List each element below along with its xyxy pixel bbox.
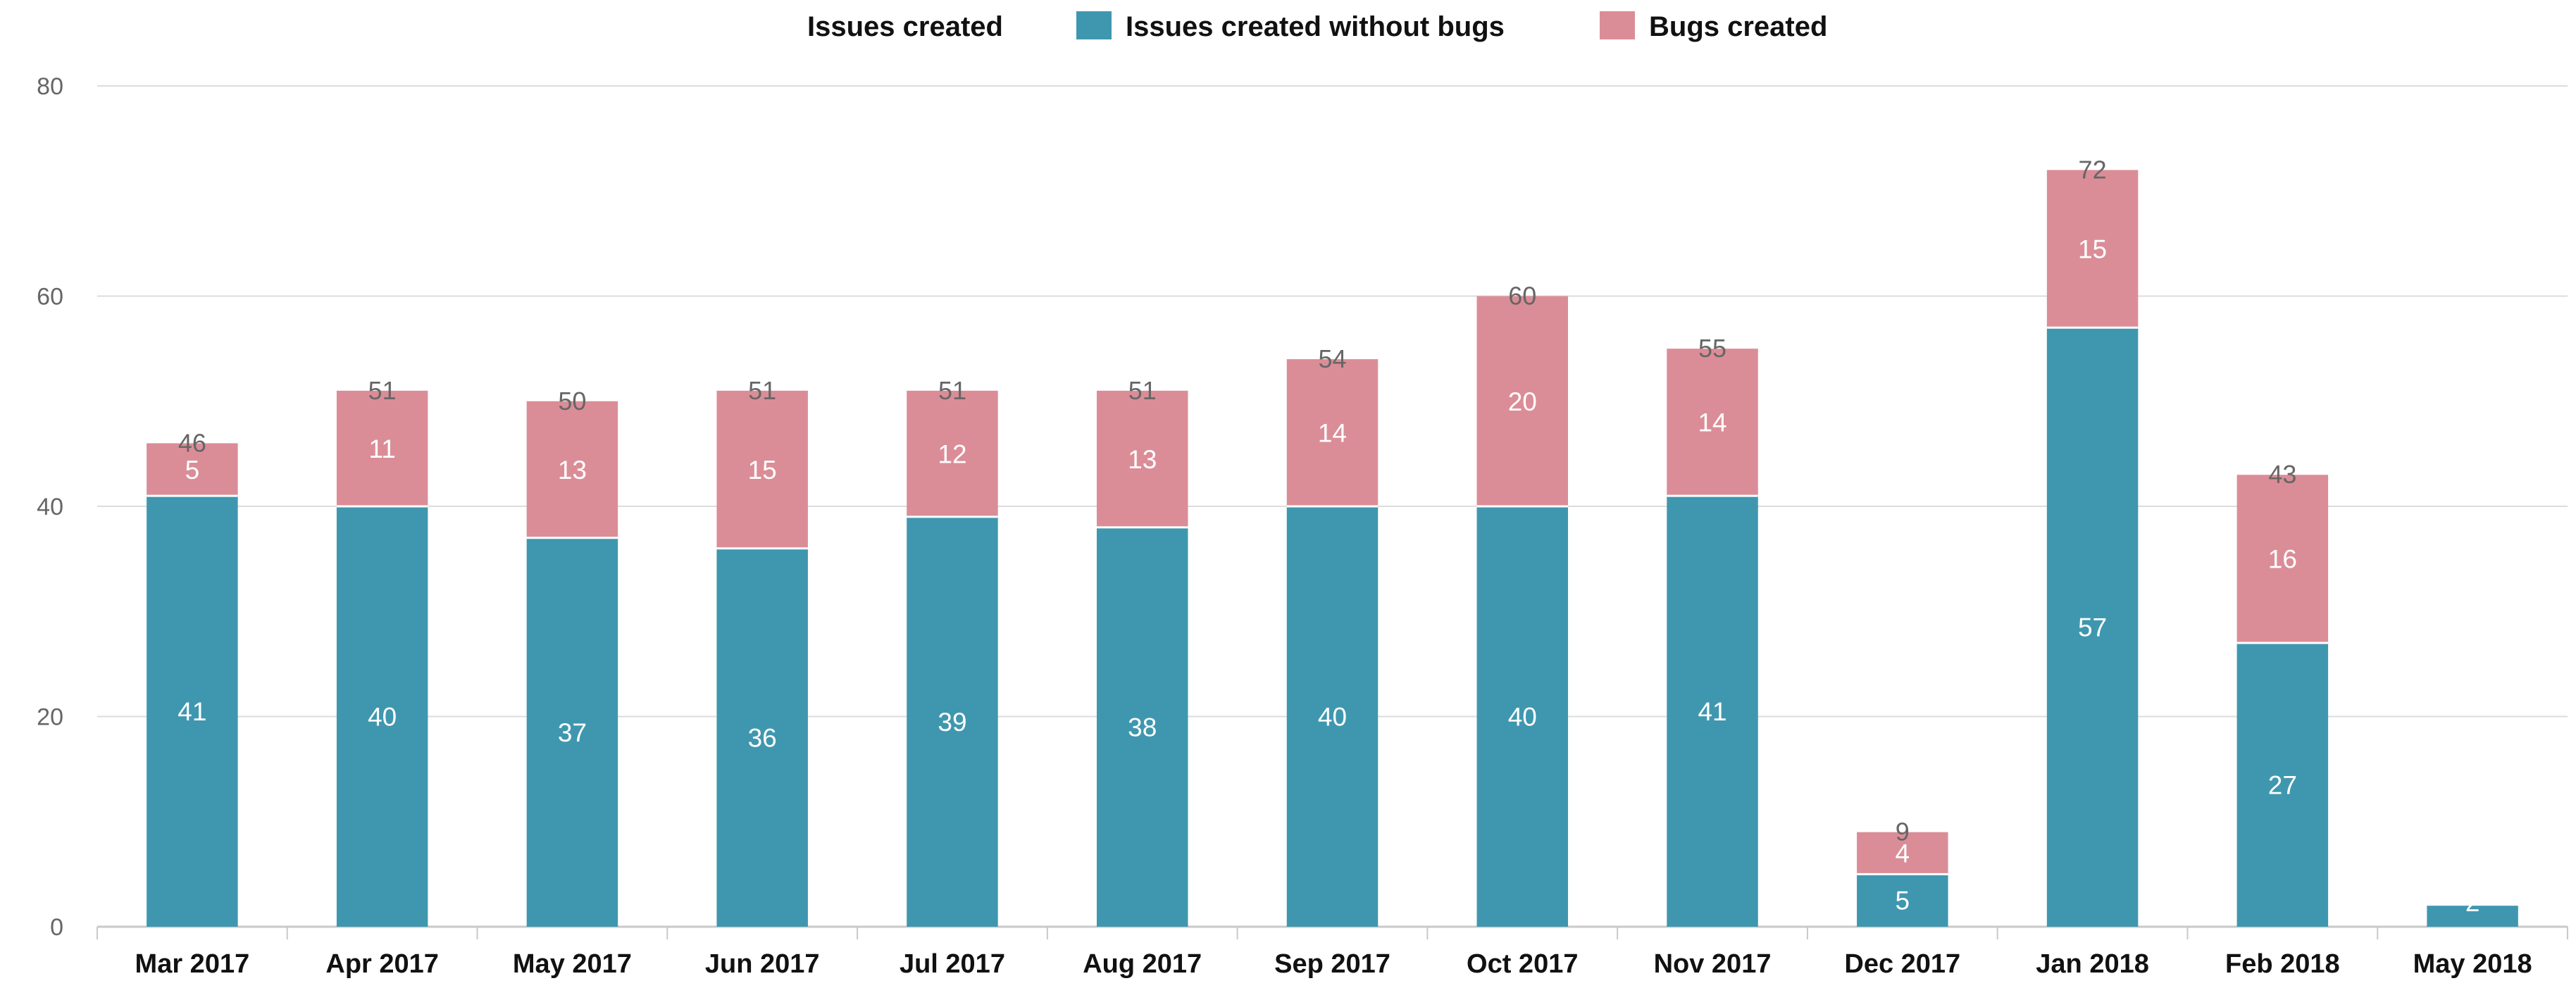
- data-label-issues-without-bugs: 39: [938, 708, 966, 737]
- data-label-bugs: 13: [558, 456, 587, 484]
- bar-issues-without-bugs[interactable]: [2046, 327, 2139, 927]
- data-label-issues-without-bugs: 38: [1128, 713, 1157, 742]
- data-label-issues-without-bugs: 27: [2268, 771, 2297, 800]
- x-tick-label: Jul 2017: [900, 949, 1005, 979]
- x-tick-label: Jun 2017: [705, 949, 820, 979]
- x-tick-label: Feb 2018: [2225, 949, 2340, 979]
- data-label-issues-without-bugs: 41: [1698, 697, 1726, 726]
- data-label-total: 2: [2465, 888, 2480, 917]
- bar-bugs-created[interactable]: [1476, 296, 1569, 507]
- bar-bugs-created[interactable]: [1667, 349, 1758, 496]
- x-tick-label: Sep 2017: [1274, 949, 1390, 979]
- y-tick-label: 80: [37, 73, 63, 100]
- bar-issues-without-bugs[interactable]: [2236, 643, 2329, 927]
- y-axis-ticks: 0 20 40 60 80: [37, 73, 63, 941]
- data-label-bugs: 13: [1128, 445, 1157, 474]
- data-label-issues-without-bugs: 5: [1896, 887, 1910, 915]
- data-label-issues-without-bugs: 36: [748, 723, 777, 752]
- data-label-total: 50: [558, 387, 586, 415]
- legend-swatch: [1076, 11, 1112, 39]
- x-tick-label: May 2018: [2413, 949, 2532, 979]
- legend-label: Issues created: [807, 11, 1003, 42]
- bar-bugs-created[interactable]: [716, 390, 808, 549]
- data-label-total: 60: [1508, 282, 1536, 311]
- legend-item[interactable]: Issues created: [807, 11, 1003, 42]
- bar-issues-without-bugs[interactable]: [336, 506, 428, 927]
- x-tick-label: Mar 2017: [135, 949, 250, 979]
- bar-issues-without-bugs[interactable]: [1857, 874, 1948, 927]
- data-label-issues-without-bugs: 40: [1508, 703, 1537, 732]
- data-label-bugs: 4: [1896, 839, 1910, 868]
- x-tick-label: Dec 2017: [1844, 949, 1960, 979]
- x-tick-label: Nov 2017: [1654, 949, 1772, 979]
- data-label-total: 51: [938, 376, 966, 405]
- data-label-total: 9: [1896, 818, 1910, 846]
- bar-issues-without-bugs[interactable]: [526, 537, 618, 927]
- bar-bugs-created[interactable]: [526, 401, 618, 538]
- legend-item[interactable]: Bugs created: [1600, 11, 1827, 42]
- data-label-total: 51: [748, 376, 776, 405]
- legend-item[interactable]: Issues created without bugs: [1076, 11, 1505, 42]
- data-labels: 5 41 46 11 40 51 13 37 50 15 36 51 12 39 51 13 38 51 14 40 5…: [178, 155, 2479, 917]
- x-tick-label: Oct 2017: [1467, 949, 1578, 979]
- bar-issues-without-bugs[interactable]: [147, 496, 238, 927]
- y-tick-label: 40: [37, 494, 63, 520]
- bar-issues-without-bugs[interactable]: [907, 516, 998, 927]
- bars: [147, 170, 2518, 927]
- data-label-issues-without-bugs: 57: [2078, 613, 2107, 642]
- bar-bugs-created[interactable]: [1096, 390, 1188, 527]
- bar-bugs-created[interactable]: [2046, 170, 2139, 328]
- bar-issues-without-bugs[interactable]: [1096, 527, 1188, 927]
- data-label-issues-without-bugs: 40: [368, 703, 397, 732]
- bar-issues-without-bugs[interactable]: [1286, 506, 1379, 927]
- x-tick-label: Apr 2017: [325, 949, 439, 979]
- y-tick-label: 60: [37, 284, 63, 311]
- data-label-total: 46: [178, 428, 206, 457]
- data-label-bugs: 15: [748, 456, 777, 484]
- legend-label: Issues created without bugs: [1126, 11, 1505, 42]
- data-label-bugs: 20: [1508, 387, 1537, 416]
- y-tick-label: 20: [37, 704, 63, 731]
- bar-bugs-created[interactable]: [147, 443, 238, 496]
- legend-label: Bugs created: [1649, 11, 1827, 42]
- x-tick-label: Aug 2017: [1083, 949, 1202, 979]
- x-tick-label: May 2017: [513, 949, 632, 979]
- data-label-bugs: 11: [368, 434, 395, 463]
- data-label-total: 72: [2079, 155, 2107, 184]
- data-label-bugs: 15: [2078, 235, 2107, 263]
- bar-bugs-created[interactable]: [907, 390, 998, 517]
- bar-issues-without-bugs[interactable]: [1667, 496, 1758, 927]
- bar-issues-without-bugs[interactable]: [1476, 506, 1569, 927]
- data-label-issues-without-bugs: 41: [178, 697, 206, 726]
- bar-bugs-created[interactable]: [1857, 832, 1948, 875]
- data-label-total: 54: [1318, 344, 1346, 373]
- data-label-bugs: 5: [185, 456, 200, 484]
- bar-issues-without-bugs[interactable]: [2427, 906, 2518, 927]
- data-label-total: 55: [1698, 334, 1726, 363]
- data-label-bugs: 14: [1698, 408, 1726, 437]
- x-tick-label: Jan 2018: [2036, 949, 2149, 979]
- y-tick-label: 0: [50, 914, 63, 941]
- legend[interactable]: Issues created Issues created without bug…: [807, 11, 1827, 42]
- x-axis: Mar 2017 Apr 2017 May 2017 Jun 2017 Jul 2017…: [97, 927, 2568, 979]
- bar-issues-without-bugs[interactable]: [716, 548, 808, 927]
- data-label-total: 51: [1128, 376, 1157, 405]
- data-label-total: 51: [368, 376, 397, 405]
- data-label-bugs: 12: [938, 439, 966, 468]
- data-label-bugs: 16: [2268, 545, 2297, 574]
- bar-bugs-created[interactable]: [2236, 475, 2329, 644]
- data-label-issues-without-bugs: 37: [558, 718, 587, 747]
- data-label-issues-without-bugs: 40: [1318, 703, 1347, 732]
- legend-swatch: [1600, 11, 1635, 39]
- bar-bugs-created[interactable]: [336, 390, 428, 506]
- bar-bugs-created[interactable]: [1286, 359, 1379, 506]
- data-label-bugs: 14: [1318, 419, 1347, 448]
- data-label-total: 43: [2268, 460, 2296, 489]
